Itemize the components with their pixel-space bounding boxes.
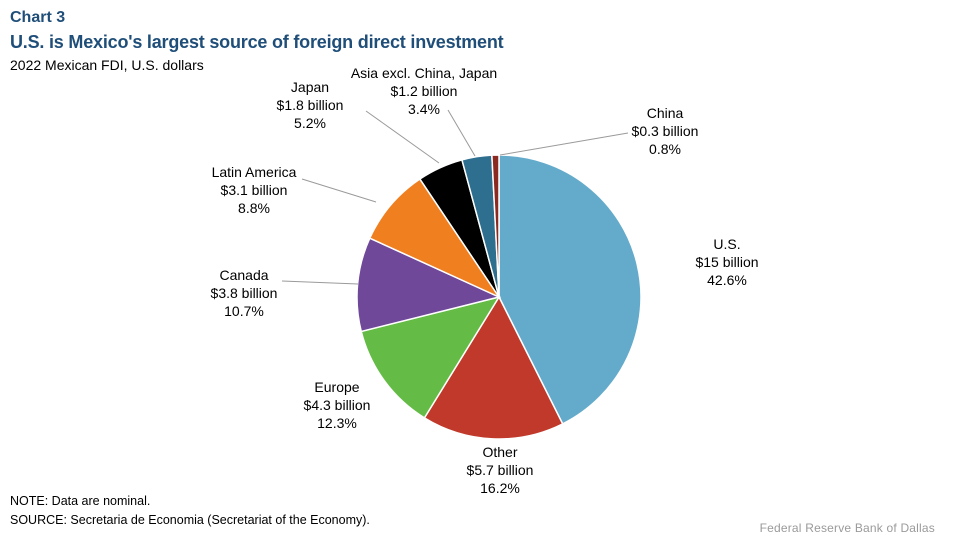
pie-slice-u-s [498,154,642,425]
chart-subtitle: 2022 Mexican FDI, U.S. dollars [10,57,204,73]
slice-label-name: Asia excl. China, Japan [351,65,497,81]
pie-slice-europe [360,295,501,419]
slice-label-percent: 3.4% [408,101,440,117]
slice-label: Europe $4.3 billion 12.3% [304,379,371,431]
slice-label-percent: 10.7% [224,303,264,319]
slice-label-percent: 42.6% [707,272,747,288]
slice-label-percent: 16.2% [480,480,520,496]
pie-slice-china [491,154,500,298]
slice-label-name: Latin America [212,164,297,180]
slice-label-name: Japan [291,79,329,95]
leader-line [301,178,377,203]
leader-line [499,132,629,156]
slice-label-value: $1.2 billion [391,83,458,99]
slice-label-name: Europe [314,379,359,395]
slice-label-name: U.S. [713,236,740,252]
slice-label-value: $4.3 billion [304,397,371,413]
slice-labels: U.S. $15 billion 42.6% Other $5.7 billion 16.… [211,65,759,496]
slice-label: Canada $3.8 billion 10.7% [211,267,278,319]
chart-number: Chart 3 [10,9,66,26]
slice-label-name: Other [482,444,517,460]
slice-label: Latin America $3.1 billion 8.8% [212,164,297,216]
source-text: SOURCE: Secretaria de Economia (Secretar… [10,513,370,527]
slice-label: China $0.3 billion 0.8% [632,105,699,157]
leader-lines [281,109,629,285]
slice-label-value: $5.7 billion [467,462,534,478]
slice-label: U.S. $15 billion 42.6% [695,236,758,288]
slice-label-value: $3.1 billion [221,182,288,198]
slice-label-percent: 8.8% [238,200,270,216]
slice-label-name: Canada [219,267,268,283]
leader-line [447,109,476,157]
slice-label-percent: 0.8% [649,141,681,157]
slice-label-value: $15 billion [695,254,758,270]
credit-text: Federal Reserve Bank of Dallas [759,521,935,535]
slice-label-value: $0.3 billion [632,123,699,139]
slice-label-name: China [647,105,684,121]
slice-label-value: $1.8 billion [277,97,344,113]
slice-label: Other $5.7 billion 16.2% [467,444,534,496]
leader-line [365,110,440,164]
slice-label-percent: 12.3% [317,415,357,431]
pie-slice-other [423,295,564,440]
note-text: NOTE: Data are nominal. [10,494,151,508]
leader-line [281,280,359,285]
pie-slices [356,154,642,440]
chart-title: U.S. is Mexico's largest source of forei… [10,32,504,52]
slice-label: Asia excl. China, Japan $1.2 billion 3.4% [351,65,497,117]
slice-label: Japan $1.8 billion 5.2% [277,79,344,131]
slice-label-percent: 5.2% [294,115,326,131]
slice-label-value: $3.8 billion [211,285,278,301]
